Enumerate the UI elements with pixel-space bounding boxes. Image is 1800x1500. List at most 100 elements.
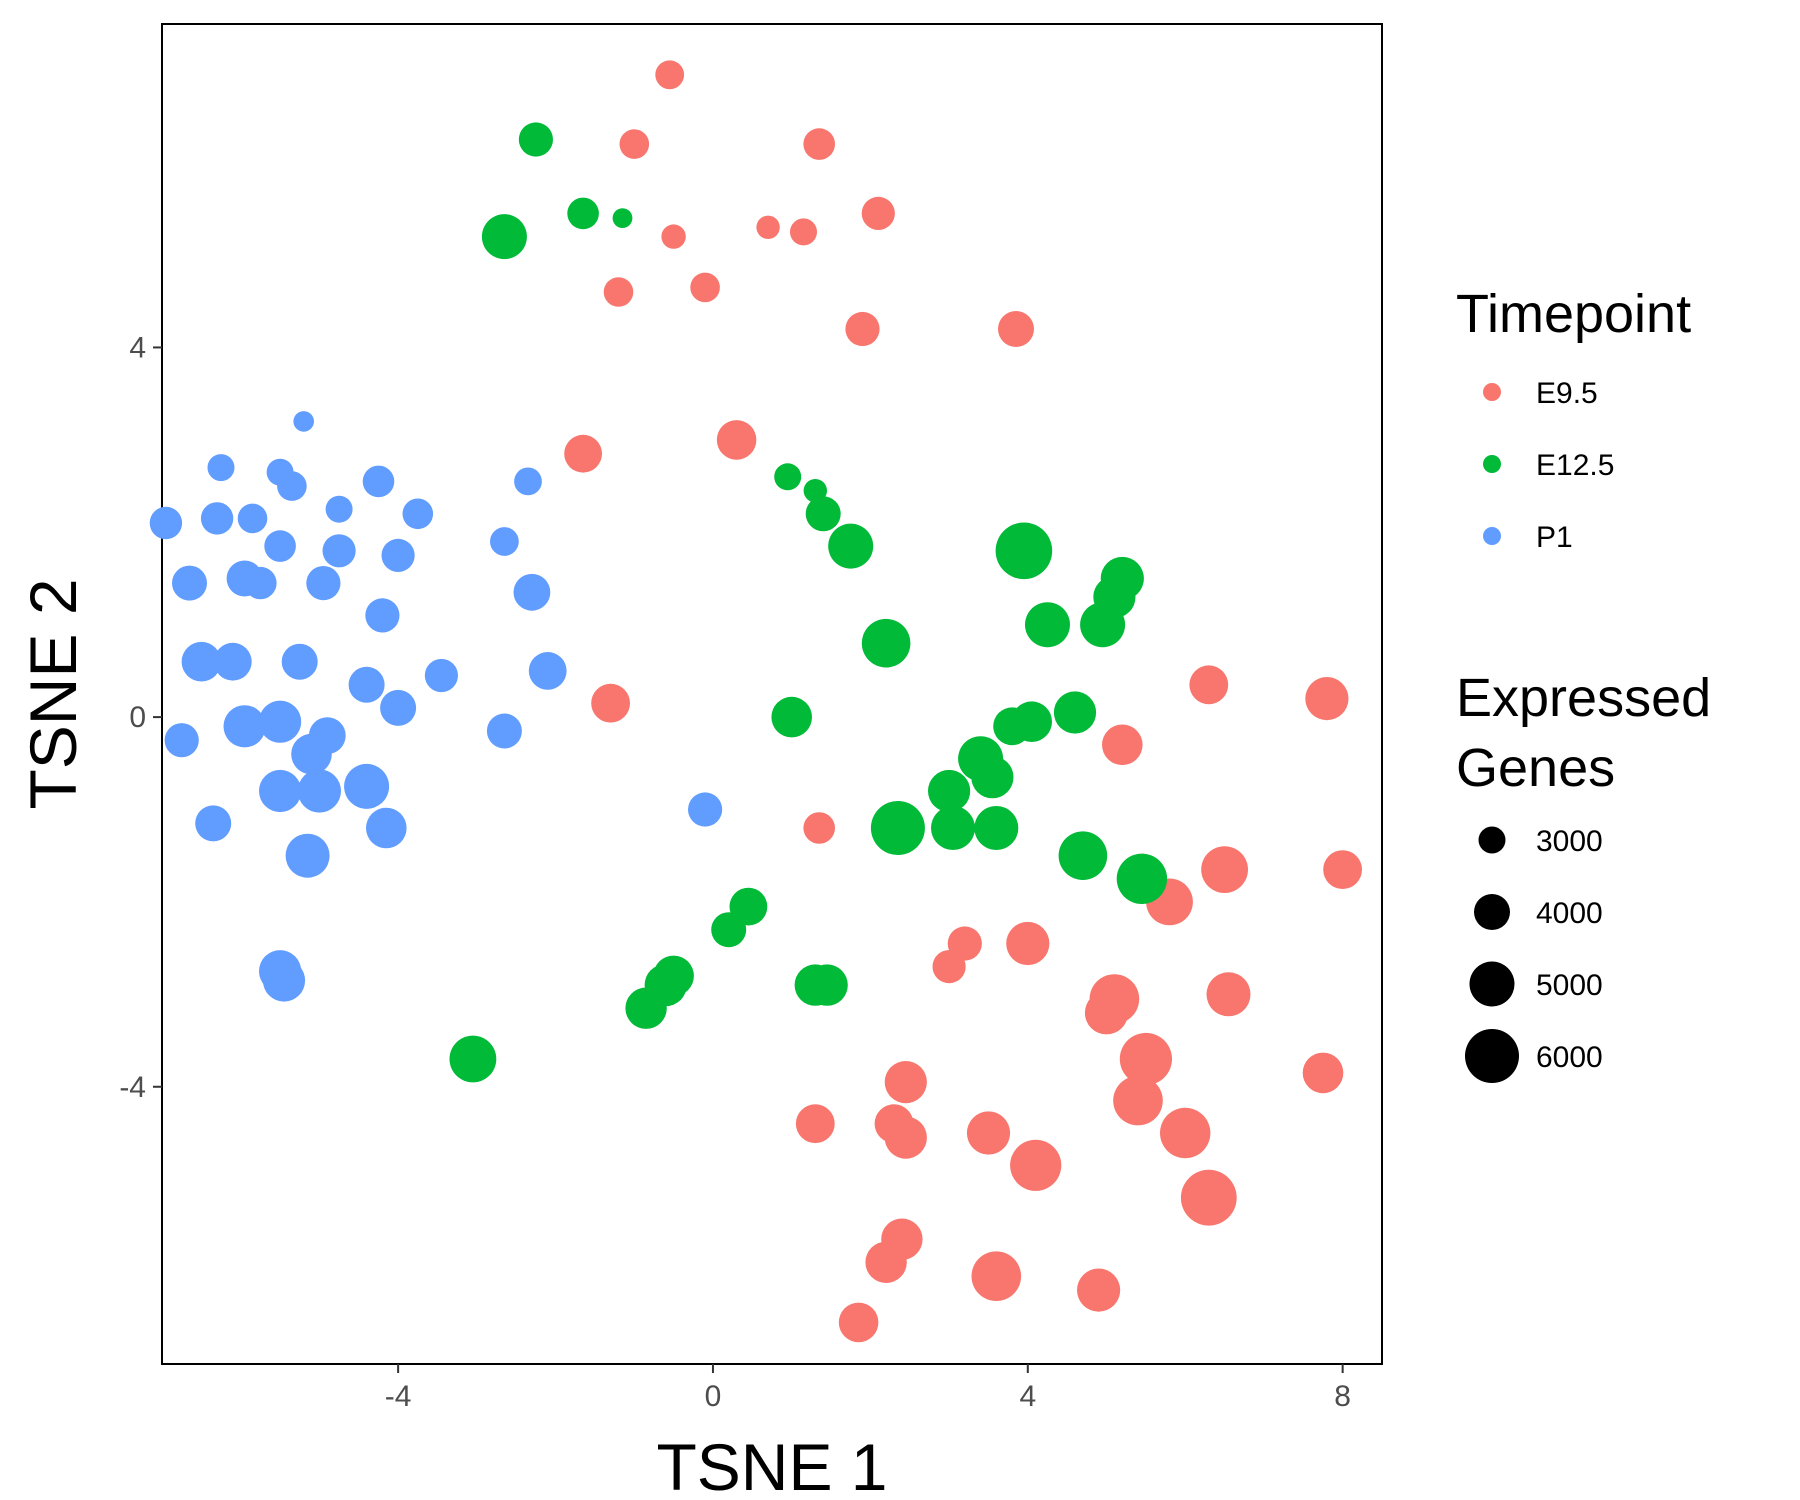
point-E12.5	[449, 1035, 497, 1083]
point-E12.5	[806, 964, 848, 1006]
point-E9.5	[655, 60, 685, 90]
point-P1	[322, 534, 356, 568]
point-P1	[207, 454, 235, 482]
point-E12.5	[861, 618, 911, 668]
point-P1	[308, 717, 346, 754]
y-tick-label: 4	[129, 331, 146, 364]
size-legend-title-line-2: Genes	[1456, 738, 1615, 798]
point-E9.5	[1201, 846, 1248, 893]
point-E9.5	[1006, 921, 1050, 966]
size-label-6000: 6000	[1536, 1041, 1603, 1074]
point-E9.5	[838, 1302, 879, 1343]
point-E9.5	[1010, 1139, 1062, 1191]
size-legend-title-line-1: Expressed	[1456, 668, 1711, 728]
point-P1	[164, 723, 199, 758]
point-P1	[223, 705, 266, 748]
point-P1	[293, 411, 315, 432]
point-P1	[513, 573, 551, 611]
point-E12.5	[1053, 691, 1097, 734]
point-P1	[237, 503, 268, 534]
point-E12.5	[993, 707, 1031, 746]
point-E9.5	[591, 683, 630, 723]
point-P1	[195, 805, 232, 842]
point-E12.5	[625, 987, 667, 1029]
point-E9.5	[1189, 665, 1229, 705]
x-axis: -4 0 4 8	[385, 1364, 1351, 1413]
point-E9.5	[1323, 850, 1362, 889]
point-E12.5	[771, 696, 812, 738]
point-E9.5	[795, 1104, 835, 1144]
point-E9.5	[803, 128, 835, 160]
point-P1	[688, 792, 723, 827]
color-legend-title: Timepoint	[1456, 284, 1691, 344]
point-E12.5	[567, 197, 599, 230]
point-E9.5	[716, 420, 757, 460]
point-E9.5	[690, 272, 720, 303]
legend-key-E9.5	[1483, 383, 1501, 401]
size-label-3000: 3000	[1536, 825, 1603, 858]
point-P1	[490, 527, 519, 556]
point-P1	[259, 769, 302, 813]
point-E12.5	[1116, 853, 1168, 904]
point-E12.5	[928, 769, 971, 813]
point-P1	[297, 769, 341, 813]
point-P1	[244, 566, 277, 600]
point-E12.5	[1025, 602, 1070, 648]
legend-key-P1	[1483, 527, 1501, 545]
legend-label-P1: P1	[1536, 521, 1573, 554]
size-label-5000: 5000	[1536, 969, 1603, 1002]
point-E9.5	[966, 1111, 1011, 1155]
point-E9.5	[1077, 1268, 1121, 1312]
point-E9.5	[803, 812, 835, 844]
point-P1	[362, 465, 395, 498]
y-axis: -4 0 4	[119, 331, 162, 1104]
point-E12.5	[774, 463, 802, 491]
point-E12.5	[974, 806, 1019, 850]
point-P1	[281, 643, 318, 680]
point-E9.5	[661, 224, 686, 249]
size-label-4000: 4000	[1536, 897, 1603, 930]
point-E12.5	[931, 806, 975, 850]
point-E12.5	[870, 801, 925, 855]
legend-label-E9.5: E9.5	[1536, 377, 1598, 410]
point-P1	[172, 565, 207, 601]
point-E9.5	[1180, 1169, 1237, 1226]
point-P1	[285, 833, 330, 878]
legend-label-E12.5: E12.5	[1536, 449, 1614, 482]
point-E9.5	[884, 1061, 927, 1104]
point-E12.5	[805, 496, 841, 532]
point-E9.5	[1305, 677, 1349, 721]
point-P1	[181, 641, 222, 682]
point-E9.5	[845, 311, 880, 347]
point-P1	[514, 467, 542, 496]
point-E12.5	[828, 523, 874, 569]
point-P1	[381, 538, 415, 573]
point-P1	[366, 807, 407, 849]
point-E12.5	[481, 214, 527, 260]
y-axis-title: TSNE 2	[16, 578, 90, 809]
point-E9.5	[884, 1116, 927, 1159]
point-E12.5	[612, 208, 633, 229]
point-E9.5	[1160, 1107, 1211, 1159]
y-tick-label: 0	[129, 701, 146, 734]
point-P1	[402, 498, 434, 530]
point-P1	[306, 566, 341, 601]
size-legend: 3000 4000 5000 6000	[1465, 825, 1603, 1083]
point-P1	[365, 598, 400, 633]
x-tick-label: 4	[1019, 1380, 1036, 1413]
point-P1	[424, 658, 458, 693]
point-E9.5	[1302, 1052, 1344, 1094]
point-P1	[380, 689, 417, 726]
size-key-4000	[1474, 894, 1510, 930]
point-P1	[264, 530, 296, 562]
point-E9.5	[619, 129, 650, 159]
x-tick-label: 8	[1334, 1380, 1351, 1413]
point-E9.5	[861, 196, 895, 230]
point-E9.5	[865, 1241, 907, 1284]
point-E9.5	[790, 218, 817, 246]
point-P1	[262, 959, 306, 1002]
point-E9.5	[998, 311, 1034, 347]
point-E9.5	[1084, 991, 1129, 1035]
point-E9.5	[1206, 972, 1251, 1017]
